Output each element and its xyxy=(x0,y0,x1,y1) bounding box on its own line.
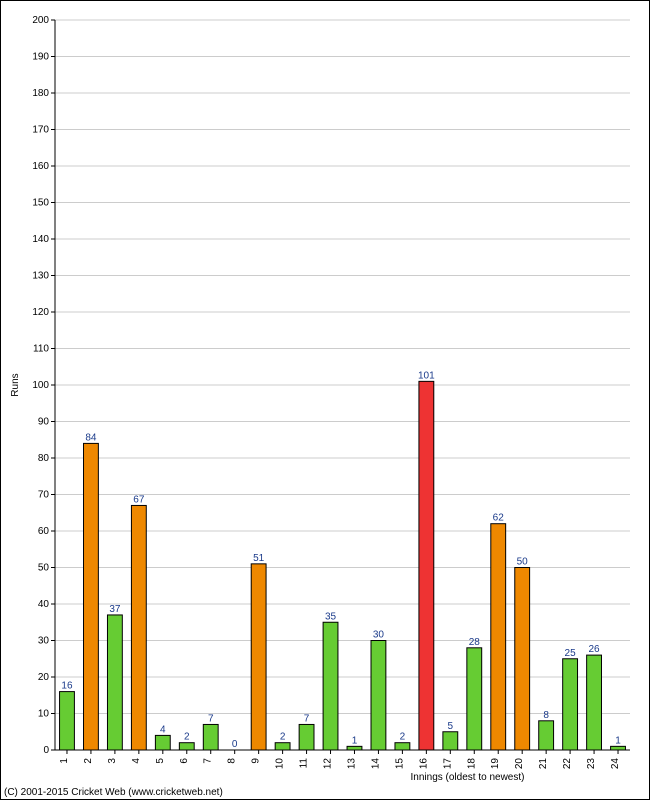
bar-value-label: 37 xyxy=(109,604,121,615)
bar-value-label: 5 xyxy=(448,721,454,732)
bar xyxy=(155,735,170,750)
bar xyxy=(443,732,458,750)
bar xyxy=(491,524,506,750)
x-tick-label: 19 xyxy=(490,758,501,770)
bar-value-label: 35 xyxy=(325,611,337,622)
bar-value-label: 25 xyxy=(565,648,577,659)
bar xyxy=(395,743,410,750)
bar xyxy=(611,746,626,750)
bar-value-label: 67 xyxy=(133,494,145,505)
bar-value-label: 62 xyxy=(493,513,505,524)
x-tick-label: 4 xyxy=(131,758,142,764)
x-tick-label: 15 xyxy=(394,758,405,770)
x-tick-label: 21 xyxy=(538,758,549,770)
svg-text:70: 70 xyxy=(38,490,50,501)
x-tick-label: 9 xyxy=(251,758,262,764)
svg-text:200: 200 xyxy=(32,15,49,26)
bar-value-label: 8 xyxy=(543,710,549,721)
x-tick-label: 11 xyxy=(299,758,310,769)
x-tick-label: 16 xyxy=(418,758,429,770)
bar-chart: 0102030405060708090100110120130140150160… xyxy=(0,0,650,800)
bar xyxy=(131,505,146,750)
bar xyxy=(587,655,602,750)
svg-text:0: 0 xyxy=(43,745,49,756)
x-tick-label: 3 xyxy=(107,758,118,764)
svg-text:90: 90 xyxy=(38,417,50,428)
bar-value-label: 28 xyxy=(469,637,481,648)
svg-text:30: 30 xyxy=(38,636,50,647)
svg-text:60: 60 xyxy=(38,526,50,537)
bar xyxy=(419,381,434,750)
copyright-text: (C) 2001-2015 Cricket Web (www.cricketwe… xyxy=(4,787,223,798)
chart-container: 0102030405060708090100110120130140150160… xyxy=(0,0,650,800)
bar xyxy=(539,721,554,750)
bar-value-label: 7 xyxy=(208,713,214,724)
svg-text:10: 10 xyxy=(38,709,50,720)
svg-text:190: 190 xyxy=(32,52,49,63)
x-tick-label: 20 xyxy=(514,758,525,770)
x-axis-label: Innings (oldest to newest) xyxy=(411,772,525,783)
bar-value-label: 26 xyxy=(589,644,601,655)
bar-value-label: 51 xyxy=(253,553,265,564)
x-tick-label: 7 xyxy=(203,758,214,764)
bar xyxy=(275,743,290,750)
x-tick-label: 2 xyxy=(83,758,94,764)
svg-text:40: 40 xyxy=(38,599,50,610)
bar xyxy=(323,622,338,750)
bar-value-label: 1 xyxy=(352,735,358,746)
x-tick-label: 24 xyxy=(610,758,621,770)
bar-value-label: 101 xyxy=(418,370,435,381)
bar xyxy=(299,724,314,750)
x-tick-label: 22 xyxy=(562,758,573,770)
svg-text:140: 140 xyxy=(32,234,49,245)
bar xyxy=(179,743,194,750)
x-tick-label: 12 xyxy=(323,758,334,770)
y-axis-label: Runs xyxy=(10,373,21,396)
bar-value-label: 2 xyxy=(184,732,190,743)
x-tick-label: 13 xyxy=(346,758,357,770)
svg-text:50: 50 xyxy=(38,563,50,574)
bar-value-label: 50 xyxy=(517,557,529,568)
bar-value-label: 84 xyxy=(85,432,97,443)
bar-value-label: 4 xyxy=(160,724,166,735)
x-tick-label: 8 xyxy=(227,758,238,764)
bar-value-label: 7 xyxy=(304,713,310,724)
x-tick-label: 14 xyxy=(370,758,381,770)
bar xyxy=(251,564,266,750)
x-tick-label: 17 xyxy=(442,758,453,770)
bar xyxy=(60,692,75,750)
bar-value-label: 2 xyxy=(280,732,286,743)
bar xyxy=(84,443,99,750)
svg-text:150: 150 xyxy=(32,198,49,209)
svg-text:180: 180 xyxy=(32,88,49,99)
svg-text:100: 100 xyxy=(32,380,49,391)
svg-text:80: 80 xyxy=(38,453,50,464)
x-tick-label: 10 xyxy=(275,758,286,770)
svg-text:20: 20 xyxy=(38,672,50,683)
bar-value-label: 0 xyxy=(232,739,238,750)
bar xyxy=(347,746,362,750)
x-tick-label: 6 xyxy=(179,758,190,764)
svg-text:110: 110 xyxy=(33,344,49,355)
bar xyxy=(107,615,122,750)
x-tick-label: 5 xyxy=(155,758,166,764)
bar xyxy=(563,659,578,750)
svg-text:130: 130 xyxy=(32,271,49,282)
svg-text:160: 160 xyxy=(32,161,49,172)
svg-text:170: 170 xyxy=(32,125,49,136)
svg-text:120: 120 xyxy=(32,307,49,318)
x-tick-label: 23 xyxy=(586,758,597,770)
bar-value-label: 2 xyxy=(400,732,406,743)
x-tick-label: 1 xyxy=(59,758,70,764)
bar-value-label: 16 xyxy=(61,681,73,692)
bar xyxy=(467,648,482,750)
bar xyxy=(371,641,386,751)
bar-value-label: 1 xyxy=(615,735,621,746)
bar-value-label: 30 xyxy=(373,630,385,641)
x-tick-label: 18 xyxy=(466,758,477,770)
bar xyxy=(515,568,530,751)
bar xyxy=(203,724,218,750)
